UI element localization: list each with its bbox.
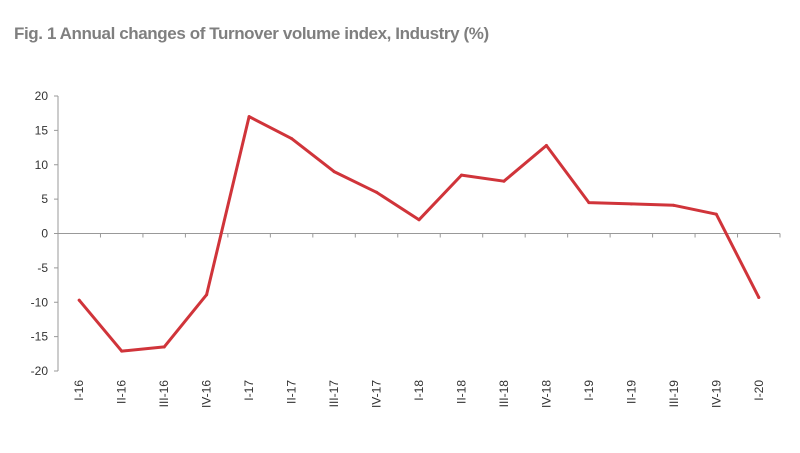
data-point (714, 212, 718, 216)
x-tick-label: III-19 (667, 380, 681, 408)
y-tick-label: -20 (31, 364, 49, 378)
data-point (757, 295, 761, 299)
x-tick-label: I-20 (752, 380, 766, 401)
data-point (417, 218, 421, 222)
y-tick-label: 0 (41, 227, 48, 241)
data-point (587, 201, 591, 205)
x-tick-label: IV-18 (539, 380, 553, 408)
y-axis: 20 15 10 5 0 -5 -10 -15 -20 (31, 89, 59, 378)
y-tick-label: 5 (41, 192, 48, 206)
x-tick-label: IV-16 (200, 380, 214, 408)
data-point (332, 170, 336, 174)
x-tick-label: IV-19 (709, 380, 723, 408)
data-point (459, 173, 463, 177)
data-point (247, 115, 251, 119)
x-tick-label: II-16 (115, 380, 129, 404)
x-axis: I-16 II-16 III-16 IV-16 I-17 II-17 III-17 IV-17… (57, 233, 781, 408)
data-point (502, 179, 506, 183)
y-tick-label: -10 (31, 295, 49, 309)
series-layer (77, 115, 761, 353)
x-tick-label: II-17 (285, 380, 299, 404)
x-tick-label: I-19 (582, 380, 596, 401)
y-tick-label: -15 (31, 330, 49, 344)
chart-title: Fig. 1 Annual changes of Turnover volume… (14, 24, 489, 43)
data-point (672, 203, 676, 207)
data-point (77, 298, 81, 302)
x-tick-label: I-18 (412, 380, 426, 401)
data-point (629, 202, 633, 206)
x-tick-label: II-19 (624, 380, 638, 404)
data-point (120, 349, 124, 353)
data-point (162, 345, 166, 349)
x-tick-label: II-18 (454, 380, 468, 404)
data-point (290, 137, 294, 141)
data-point (375, 190, 379, 194)
y-tick-label: -5 (37, 261, 48, 275)
x-tick-label: III-17 (327, 380, 341, 408)
x-tick-label: IV-17 (370, 380, 384, 408)
data-point (544, 144, 548, 147)
y-tick-label: 10 (35, 158, 49, 172)
x-tick-label: I-17 (242, 380, 256, 401)
x-tick-label: III-16 (157, 380, 171, 408)
y-tick-label: 20 (35, 89, 49, 103)
y-tick-label: 15 (35, 123, 49, 137)
data-point (205, 293, 209, 297)
x-tick-label: I-16 (72, 380, 86, 401)
x-tick-label: III-18 (497, 380, 511, 408)
